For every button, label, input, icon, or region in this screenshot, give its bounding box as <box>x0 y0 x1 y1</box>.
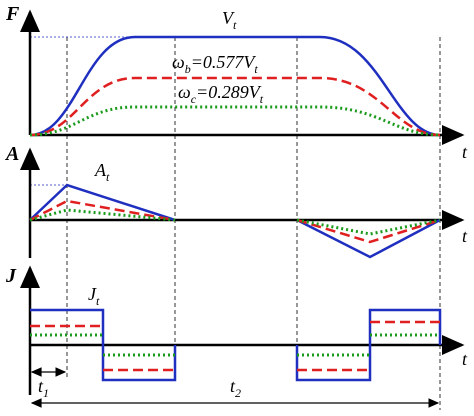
curve-label: ωc=0.289Vt <box>178 82 264 106</box>
label-sub: t <box>254 62 258 76</box>
label-sub: t <box>233 18 237 32</box>
axis-label: F <box>5 3 20 25</box>
label-main: A <box>94 160 107 180</box>
label-main: t <box>38 376 44 396</box>
label-sub: t <box>106 170 110 184</box>
label-main: =0.289V <box>196 82 262 102</box>
label-sub: c <box>191 92 197 106</box>
time-label: t <box>462 226 468 246</box>
label-main: =0.577V <box>191 52 257 72</box>
time-label: t <box>462 142 468 162</box>
time-label: t <box>462 349 468 369</box>
velocity-panel: F t Vt ωb=0.577Vt ωc=0.289Vt <box>5 3 468 162</box>
axis-label: J <box>5 265 17 287</box>
label-sub: b <box>185 62 191 76</box>
peak-label: Jt <box>88 284 100 308</box>
peak-label: Vt <box>222 8 237 32</box>
intervals: t1 t2 <box>30 367 440 408</box>
label-sub: t <box>96 294 100 308</box>
curve-label: ωb=0.577Vt <box>172 52 258 76</box>
label-main: J <box>88 284 97 304</box>
axis-label: A <box>4 143 19 165</box>
label-sub: 2 <box>235 386 241 400</box>
guides <box>30 36 441 410</box>
acceleration-panel: A t At <box>4 143 468 259</box>
label-main: V <box>222 8 235 28</box>
interval-label: t2 <box>230 376 241 400</box>
interval-label: t1 <box>38 376 49 400</box>
label-main: ω <box>178 82 191 102</box>
label-sub: 1 <box>43 386 49 400</box>
label-main: t <box>230 376 236 396</box>
jerk-panel: J t Jt <box>5 265 468 395</box>
peak-label: At <box>94 160 110 184</box>
label-sub: t <box>260 92 264 106</box>
label-main: ω <box>172 52 185 72</box>
